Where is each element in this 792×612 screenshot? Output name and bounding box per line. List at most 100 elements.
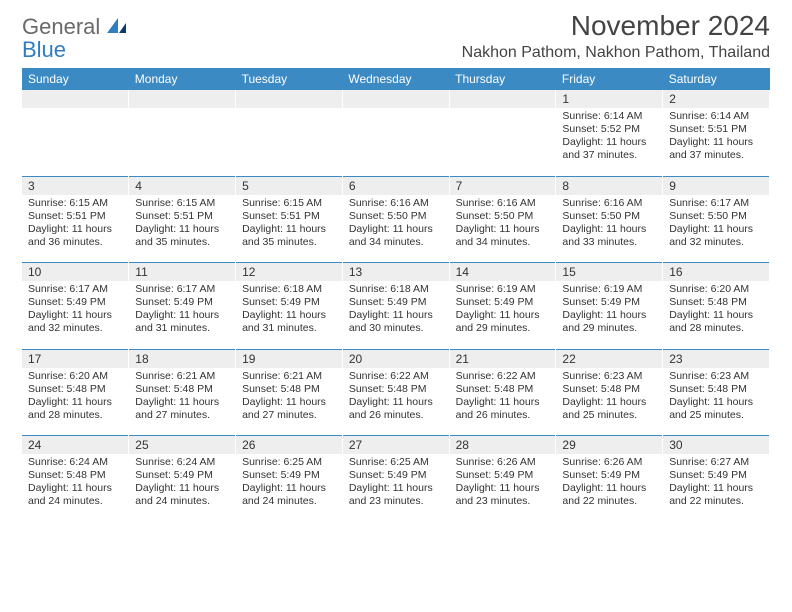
daylight-text: Daylight: 11 hours and 22 minutes. — [562, 482, 656, 508]
sunrise-text: Sunrise: 6:25 AM — [242, 456, 336, 469]
sunrise-text: Sunrise: 6:16 AM — [562, 197, 656, 210]
day-number: 30 — [663, 436, 769, 454]
sunset-text: Sunset: 5:48 PM — [456, 383, 550, 396]
day-content: Sunrise: 6:15 AMSunset: 5:51 PMDaylight:… — [236, 195, 342, 254]
calendar-cell: 30Sunrise: 6:27 AMSunset: 5:49 PMDayligh… — [663, 436, 770, 522]
calendar-week-row: 24Sunrise: 6:24 AMSunset: 5:48 PMDayligh… — [22, 436, 770, 522]
sunset-text: Sunset: 5:51 PM — [669, 123, 763, 136]
day-content: Sunrise: 6:17 AMSunset: 5:50 PMDaylight:… — [663, 195, 769, 254]
calendar-cell: 10Sunrise: 6:17 AMSunset: 5:49 PMDayligh… — [22, 263, 129, 349]
day-content: Sunrise: 6:16 AMSunset: 5:50 PMDaylight:… — [450, 195, 556, 254]
day-number: 29 — [556, 436, 662, 454]
day-number: 15 — [556, 263, 662, 281]
sunset-text: Sunset: 5:49 PM — [349, 469, 443, 482]
day-header: Monday — [129, 68, 236, 90]
day-number: 24 — [22, 436, 128, 454]
day-number: 10 — [22, 263, 128, 281]
daylight-text: Daylight: 11 hours and 34 minutes. — [456, 223, 550, 249]
day-content: Sunrise: 6:22 AMSunset: 5:48 PMDaylight:… — [343, 368, 449, 427]
sunset-text: Sunset: 5:49 PM — [242, 296, 336, 309]
daylight-text: Daylight: 11 hours and 23 minutes. — [456, 482, 550, 508]
day-content: Sunrise: 6:26 AMSunset: 5:49 PMDaylight:… — [450, 454, 556, 513]
sunrise-text: Sunrise: 6:20 AM — [28, 370, 122, 383]
day-number: 27 — [343, 436, 449, 454]
calendar-cell: 8 Sunrise: 6:16 AMSunset: 5:50 PMDaylight… — [556, 177, 663, 263]
daylight-text: Daylight: 11 hours and 34 minutes. — [349, 223, 443, 249]
day-number: 13 — [343, 263, 449, 281]
day-header: Saturday — [663, 68, 770, 90]
day-content: Sunrise: 6:26 AMSunset: 5:49 PMDaylight:… — [556, 454, 662, 513]
sunrise-text: Sunrise: 6:17 AM — [669, 197, 763, 210]
calendar-cell: 20Sunrise: 6:22 AMSunset: 5:48 PMDayligh… — [342, 350, 449, 436]
calendar-cell: 13Sunrise: 6:18 AMSunset: 5:49 PMDayligh… — [342, 263, 449, 349]
calendar-cell: 12Sunrise: 6:18 AMSunset: 5:49 PMDayligh… — [236, 263, 343, 349]
sunset-text: Sunset: 5:51 PM — [28, 210, 122, 223]
calendar-cell: 1Sunrise: 6:14 AMSunset: 5:52 PMDaylight… — [556, 90, 663, 176]
day-header: Wednesday — [342, 68, 449, 90]
sunrise-text: Sunrise: 6:16 AM — [456, 197, 550, 210]
daylight-text: Daylight: 11 hours and 33 minutes. — [562, 223, 656, 249]
sunrise-text: Sunrise: 6:26 AM — [562, 456, 656, 469]
day-content: Sunrise: 6:20 AMSunset: 5:48 PMDaylight:… — [663, 281, 769, 340]
empty-daynum — [22, 90, 128, 108]
daylight-text: Daylight: 11 hours and 23 minutes. — [349, 482, 443, 508]
sunset-text: Sunset: 5:49 PM — [242, 469, 336, 482]
logo-text-part1: General — [22, 14, 100, 39]
day-number: 25 — [129, 436, 235, 454]
calendar-cell — [236, 90, 343, 176]
day-content: Sunrise: 6:27 AMSunset: 5:49 PMDaylight:… — [663, 454, 769, 513]
sunset-text: Sunset: 5:49 PM — [135, 296, 229, 309]
daylight-text: Daylight: 11 hours and 26 minutes. — [349, 396, 443, 422]
calendar-cell — [449, 90, 556, 176]
day-number: 5 — [236, 177, 342, 195]
calendar-cell — [342, 90, 449, 176]
day-content: Sunrise: 6:21 AMSunset: 5:48 PMDaylight:… — [236, 368, 342, 427]
day-header: Friday — [556, 68, 663, 90]
daylight-text: Daylight: 11 hours and 37 minutes. — [562, 136, 656, 162]
calendar-body: 1Sunrise: 6:14 AMSunset: 5:52 PMDaylight… — [22, 90, 770, 522]
calendar-table: Sunday Monday Tuesday Wednesday Thursday… — [22, 68, 770, 522]
page-header: General Blue November 2024 Nakhon Pathom… — [22, 10, 770, 62]
calendar-cell: 2Sunrise: 6:14 AMSunset: 5:51 PMDaylight… — [663, 90, 770, 176]
day-number: 28 — [450, 436, 556, 454]
calendar-cell: 6Sunrise: 6:16 AMSunset: 5:50 PMDaylight… — [342, 177, 449, 263]
day-header: Thursday — [449, 68, 556, 90]
calendar-head: Sunday Monday Tuesday Wednesday Thursday… — [22, 68, 770, 90]
day-number: 8 — [556, 177, 662, 195]
sunset-text: Sunset: 5:49 PM — [456, 296, 550, 309]
daylight-text: Daylight: 11 hours and 22 minutes. — [669, 482, 763, 508]
sunrise-text: Sunrise: 6:17 AM — [28, 283, 122, 296]
sunrise-text: Sunrise: 6:15 AM — [135, 197, 229, 210]
sunset-text: Sunset: 5:50 PM — [456, 210, 550, 223]
sunset-text: Sunset: 5:49 PM — [562, 296, 656, 309]
day-content: Sunrise: 6:15 AMSunset: 5:51 PMDaylight:… — [129, 195, 235, 254]
day-number: 6 — [343, 177, 449, 195]
sunrise-text: Sunrise: 6:24 AM — [135, 456, 229, 469]
day-content: Sunrise: 6:17 AMSunset: 5:49 PMDaylight:… — [22, 281, 128, 340]
day-number: 22 — [556, 350, 662, 368]
sunrise-text: Sunrise: 6:24 AM — [28, 456, 122, 469]
calendar-cell: 23Sunrise: 6:23 AMSunset: 5:48 PMDayligh… — [663, 350, 770, 436]
empty-daynum — [236, 90, 342, 108]
location-subtitle: Nakhon Pathom, Nakhon Pathom, Thailand — [462, 44, 770, 62]
daylight-text: Daylight: 11 hours and 28 minutes. — [28, 396, 122, 422]
calendar-cell: 29Sunrise: 6:26 AMSunset: 5:49 PMDayligh… — [556, 436, 663, 522]
daylight-text: Daylight: 11 hours and 26 minutes. — [456, 396, 550, 422]
day-number: 4 — [129, 177, 235, 195]
calendar-cell: 22Sunrise: 6:23 AMSunset: 5:48 PMDayligh… — [556, 350, 663, 436]
day-content: Sunrise: 6:21 AMSunset: 5:48 PMDaylight:… — [129, 368, 235, 427]
daylight-text: Daylight: 11 hours and 24 minutes. — [28, 482, 122, 508]
day-content: Sunrise: 6:19 AMSunset: 5:49 PMDaylight:… — [450, 281, 556, 340]
day-content: Sunrise: 6:18 AMSunset: 5:49 PMDaylight:… — [236, 281, 342, 340]
sunset-text: Sunset: 5:50 PM — [562, 210, 656, 223]
day-number: 21 — [450, 350, 556, 368]
daylight-text: Daylight: 11 hours and 28 minutes. — [669, 309, 763, 335]
sunrise-text: Sunrise: 6:22 AM — [349, 370, 443, 383]
day-content: Sunrise: 6:24 AMSunset: 5:48 PMDaylight:… — [22, 454, 128, 513]
day-number: 9 — [663, 177, 769, 195]
sunset-text: Sunset: 5:49 PM — [28, 296, 122, 309]
calendar-cell: 3Sunrise: 6:15 AMSunset: 5:51 PMDaylight… — [22, 177, 129, 263]
daylight-text: Daylight: 11 hours and 24 minutes. — [135, 482, 229, 508]
sunrise-text: Sunrise: 6:26 AM — [456, 456, 550, 469]
sunrise-text: Sunrise: 6:17 AM — [135, 283, 229, 296]
